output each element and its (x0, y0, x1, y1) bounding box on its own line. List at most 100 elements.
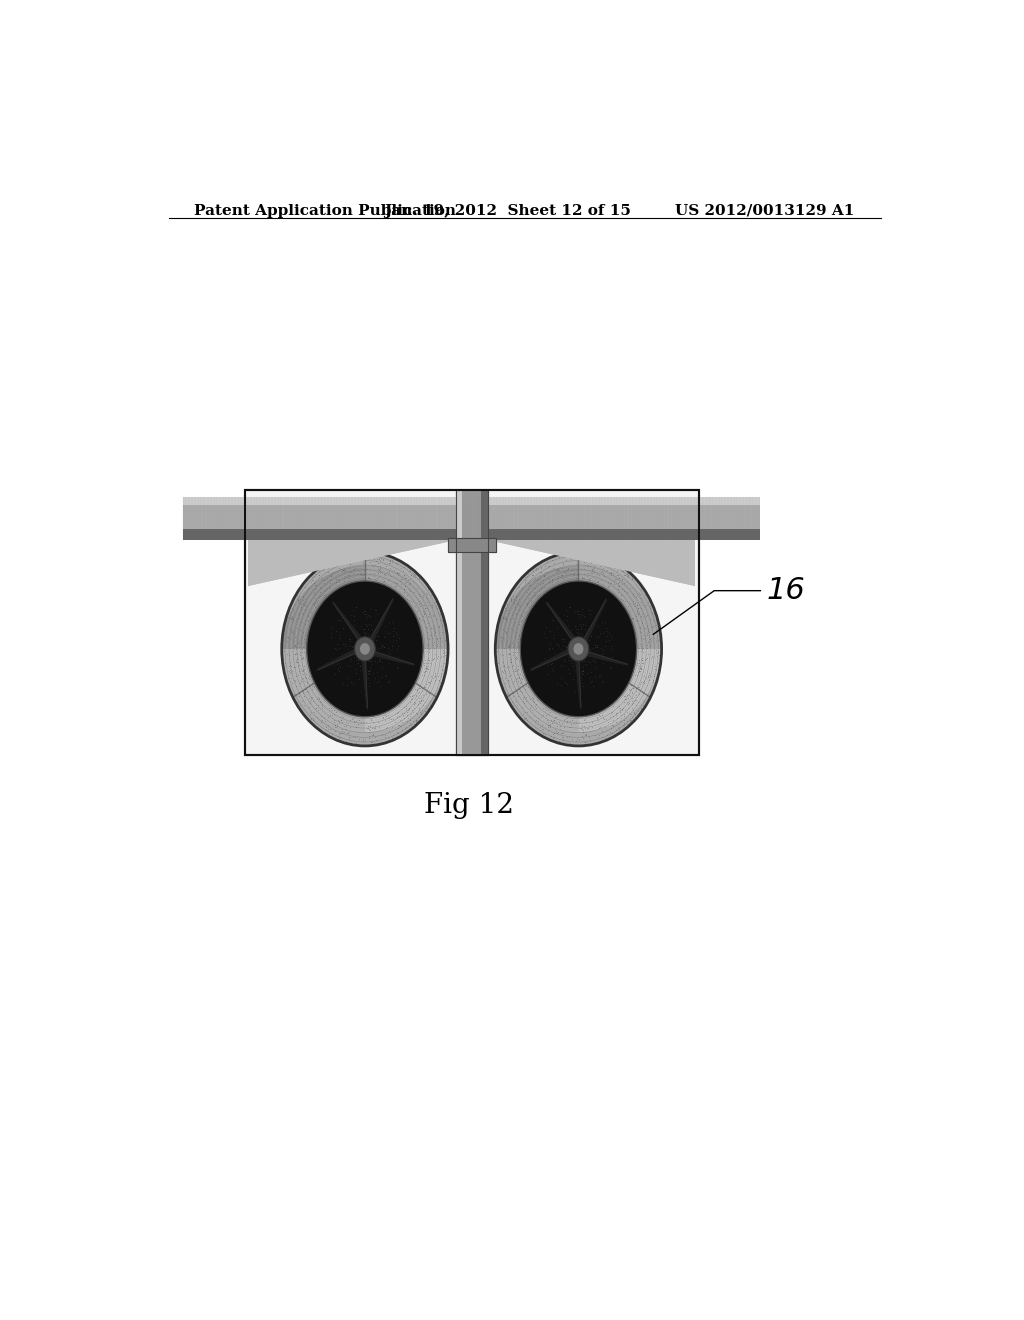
Point (350, 714, 367, 735)
Point (495, 644, 511, 665)
Point (618, 562, 635, 583)
Point (296, 694, 312, 715)
Point (609, 696, 626, 717)
Point (506, 614, 522, 635)
Point (357, 627, 374, 648)
Point (355, 656, 372, 677)
Point (364, 731, 380, 752)
Point (325, 616, 341, 638)
Point (341, 568, 357, 589)
Point (574, 635, 591, 656)
Point (383, 566, 399, 587)
Point (633, 587, 649, 609)
Point (359, 639, 376, 660)
Point (590, 727, 606, 748)
Point (603, 638, 620, 659)
Point (361, 648, 378, 669)
Point (289, 632, 305, 653)
Point (541, 715, 557, 737)
Point (537, 622, 553, 643)
Point (336, 558, 352, 579)
Point (369, 549, 385, 570)
Point (535, 723, 551, 744)
Point (499, 684, 515, 705)
Point (547, 605, 563, 626)
Point (418, 616, 434, 638)
Point (494, 661, 510, 682)
Point (551, 730, 567, 751)
Point (346, 558, 362, 579)
Point (560, 636, 577, 657)
Point (353, 645, 370, 667)
Point (509, 656, 525, 677)
Point (333, 710, 349, 731)
Point (549, 722, 565, 743)
Point (367, 649, 383, 671)
Point (502, 644, 518, 665)
Point (585, 560, 601, 581)
Point (575, 558, 592, 579)
Point (389, 624, 406, 645)
Point (582, 639, 598, 660)
Point (432, 647, 449, 668)
Point (402, 713, 419, 734)
Point (603, 717, 620, 738)
Point (421, 642, 437, 663)
Point (548, 561, 564, 582)
Point (282, 661, 298, 682)
Point (359, 715, 376, 737)
Point (636, 690, 652, 711)
Point (372, 638, 388, 659)
Point (362, 638, 379, 659)
Point (391, 714, 408, 735)
Point (570, 642, 587, 663)
Point (397, 696, 414, 717)
Point (292, 593, 308, 614)
Point (288, 652, 304, 673)
Point (322, 652, 338, 673)
Point (520, 593, 537, 614)
Point (525, 577, 542, 598)
Point (374, 569, 390, 590)
Point (288, 636, 304, 657)
Point (372, 676, 388, 697)
Point (357, 634, 374, 655)
Point (301, 704, 317, 725)
Point (512, 672, 528, 693)
Point (559, 605, 575, 626)
Point (355, 642, 372, 663)
Point (575, 638, 592, 659)
Point (602, 624, 618, 645)
Point (420, 647, 436, 668)
Point (513, 605, 529, 626)
Point (286, 656, 302, 677)
Point (340, 722, 356, 743)
Point (292, 672, 308, 693)
Point (322, 569, 338, 590)
Point (647, 631, 664, 652)
Point (568, 647, 585, 668)
Point (345, 708, 361, 729)
Point (516, 709, 532, 730)
Point (590, 570, 606, 591)
Point (340, 565, 356, 586)
Point (350, 631, 367, 652)
Point (513, 611, 529, 632)
Point (637, 649, 653, 671)
Point (557, 708, 573, 729)
Point (417, 598, 433, 619)
Point (606, 723, 623, 744)
Point (633, 627, 649, 648)
Point (419, 638, 435, 659)
Point (505, 603, 521, 624)
Point (323, 697, 339, 718)
Ellipse shape (520, 581, 637, 717)
Point (612, 701, 629, 722)
Point (629, 595, 645, 616)
Point (636, 618, 652, 639)
Point (602, 573, 618, 594)
Point (640, 620, 656, 642)
Point (566, 711, 583, 733)
Point (361, 660, 378, 681)
Point (434, 643, 451, 664)
